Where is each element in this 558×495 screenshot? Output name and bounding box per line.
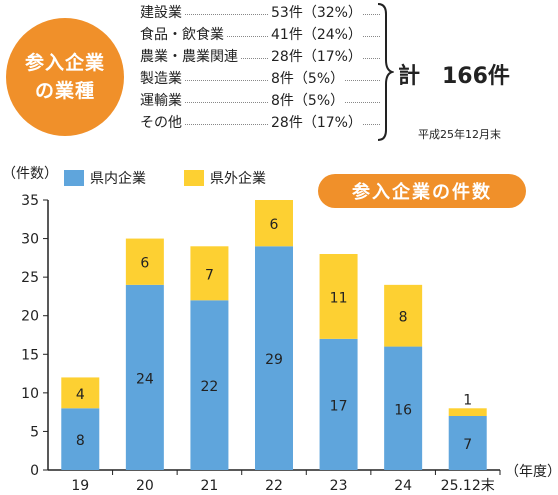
bar-external (61, 377, 100, 409)
y-tick-label: 25 (21, 270, 39, 286)
bar-external (384, 284, 423, 347)
x-tick-label: 25.12末 (441, 478, 495, 494)
bar-domestic (255, 246, 293, 470)
bar-external (448, 408, 487, 416)
x-axis-unit: （年度） (505, 464, 558, 480)
industry-value: 53件（32%） (268, 2, 362, 22)
data-label: 11 (330, 290, 348, 306)
y-tick-label: 15 (21, 347, 39, 363)
bar-external (319, 254, 358, 339)
x-tick-label: 19 (71, 478, 89, 494)
industry-value: 8件（5%） (268, 68, 345, 88)
legend-swatch (64, 170, 84, 186)
industry-row: 建設業 53件（32%） (140, 2, 380, 22)
industry-name: 食品・飲食業 (140, 24, 226, 44)
date-note: 平成25年12月末 (418, 128, 501, 141)
y-tick-label: 35 (21, 193, 39, 209)
legend-item-domestic: 県内企業 (64, 168, 146, 188)
data-label: 6 (140, 256, 149, 272)
bar-domestic (319, 338, 358, 470)
data-label: 17 (330, 398, 348, 414)
leader-dots (140, 124, 380, 125)
y-tick-label: 20 (21, 309, 39, 325)
data-label: 22 (201, 379, 219, 395)
industry-value: 8件（5%） (268, 90, 345, 110)
data-label: 1 (463, 392, 472, 408)
industry-value: 28件（17%） (268, 112, 362, 132)
chart-title: 参入企業の件数 (318, 174, 526, 208)
bar-domestic (190, 300, 229, 470)
bar-domestic (125, 284, 164, 470)
y-tick-label: 0 (30, 463, 39, 479)
x-tick-label: 21 (201, 478, 219, 494)
data-label: 7 (463, 437, 472, 453)
industry-name: 農業・農業関連 (140, 46, 240, 66)
x-tick-label: 22 (265, 478, 283, 494)
y-tick-label: 10 (21, 386, 39, 402)
industry-name: 製造業 (140, 68, 184, 88)
total-count: 計 166件 (398, 64, 510, 89)
y-tick-label: 30 (21, 232, 39, 248)
data-label: 8 (399, 310, 408, 326)
leader-dots (140, 80, 380, 81)
legend-label: 県内企業 (90, 171, 146, 187)
data-label: 24 (136, 371, 154, 387)
industry-row: 食品・飲食業 41件（24%） (140, 24, 380, 44)
data-label: 6 (270, 217, 279, 233)
circle-line2: の業種 (34, 80, 95, 102)
legend-item-external: 県外企業 (184, 168, 266, 188)
bar-domestic (384, 346, 423, 470)
industry-circle-badge: 参入企業 の業種 (6, 18, 124, 136)
leader-dots (140, 102, 380, 103)
industry-name: 建設業 (140, 2, 184, 22)
bar-domestic (448, 416, 487, 470)
legend-swatch (184, 170, 204, 186)
y-tick-label: 5 (30, 424, 39, 440)
industry-value: 28件（17%） (268, 46, 362, 66)
industry-value: 41件（24%） (268, 24, 362, 44)
data-label: 7 (205, 267, 214, 283)
industry-row: 製造業 8件（5%） (140, 68, 380, 88)
bar-domestic (61, 408, 100, 470)
x-tick-label: 20 (136, 478, 154, 494)
data-label: 4 (76, 387, 85, 403)
industry-row: その他 28件（17%） (140, 112, 380, 132)
bar-external (255, 200, 293, 247)
circle-line1: 参入企業 (24, 52, 105, 74)
data-label: 8 (76, 433, 85, 449)
bar-external (125, 238, 164, 285)
industry-row: 農業・農業関連 28件（17%） (140, 46, 380, 66)
industry-name: その他 (140, 112, 184, 132)
y-axis-unit: （件数） (2, 166, 58, 182)
data-label: 29 (265, 352, 283, 368)
data-label: 16 (394, 402, 412, 418)
legend-label: 県外企業 (210, 171, 266, 187)
x-tick-label: 24 (394, 478, 412, 494)
industry-name: 運輸業 (140, 90, 184, 110)
bar-external (190, 246, 229, 301)
leader-dots (140, 58, 380, 59)
curly-brace-icon (377, 3, 394, 141)
leader-dots (140, 36, 380, 37)
industry-row: 運輸業 8件（5%） (140, 90, 380, 110)
leader-dots (140, 14, 380, 15)
x-tick-label: 23 (330, 478, 348, 494)
